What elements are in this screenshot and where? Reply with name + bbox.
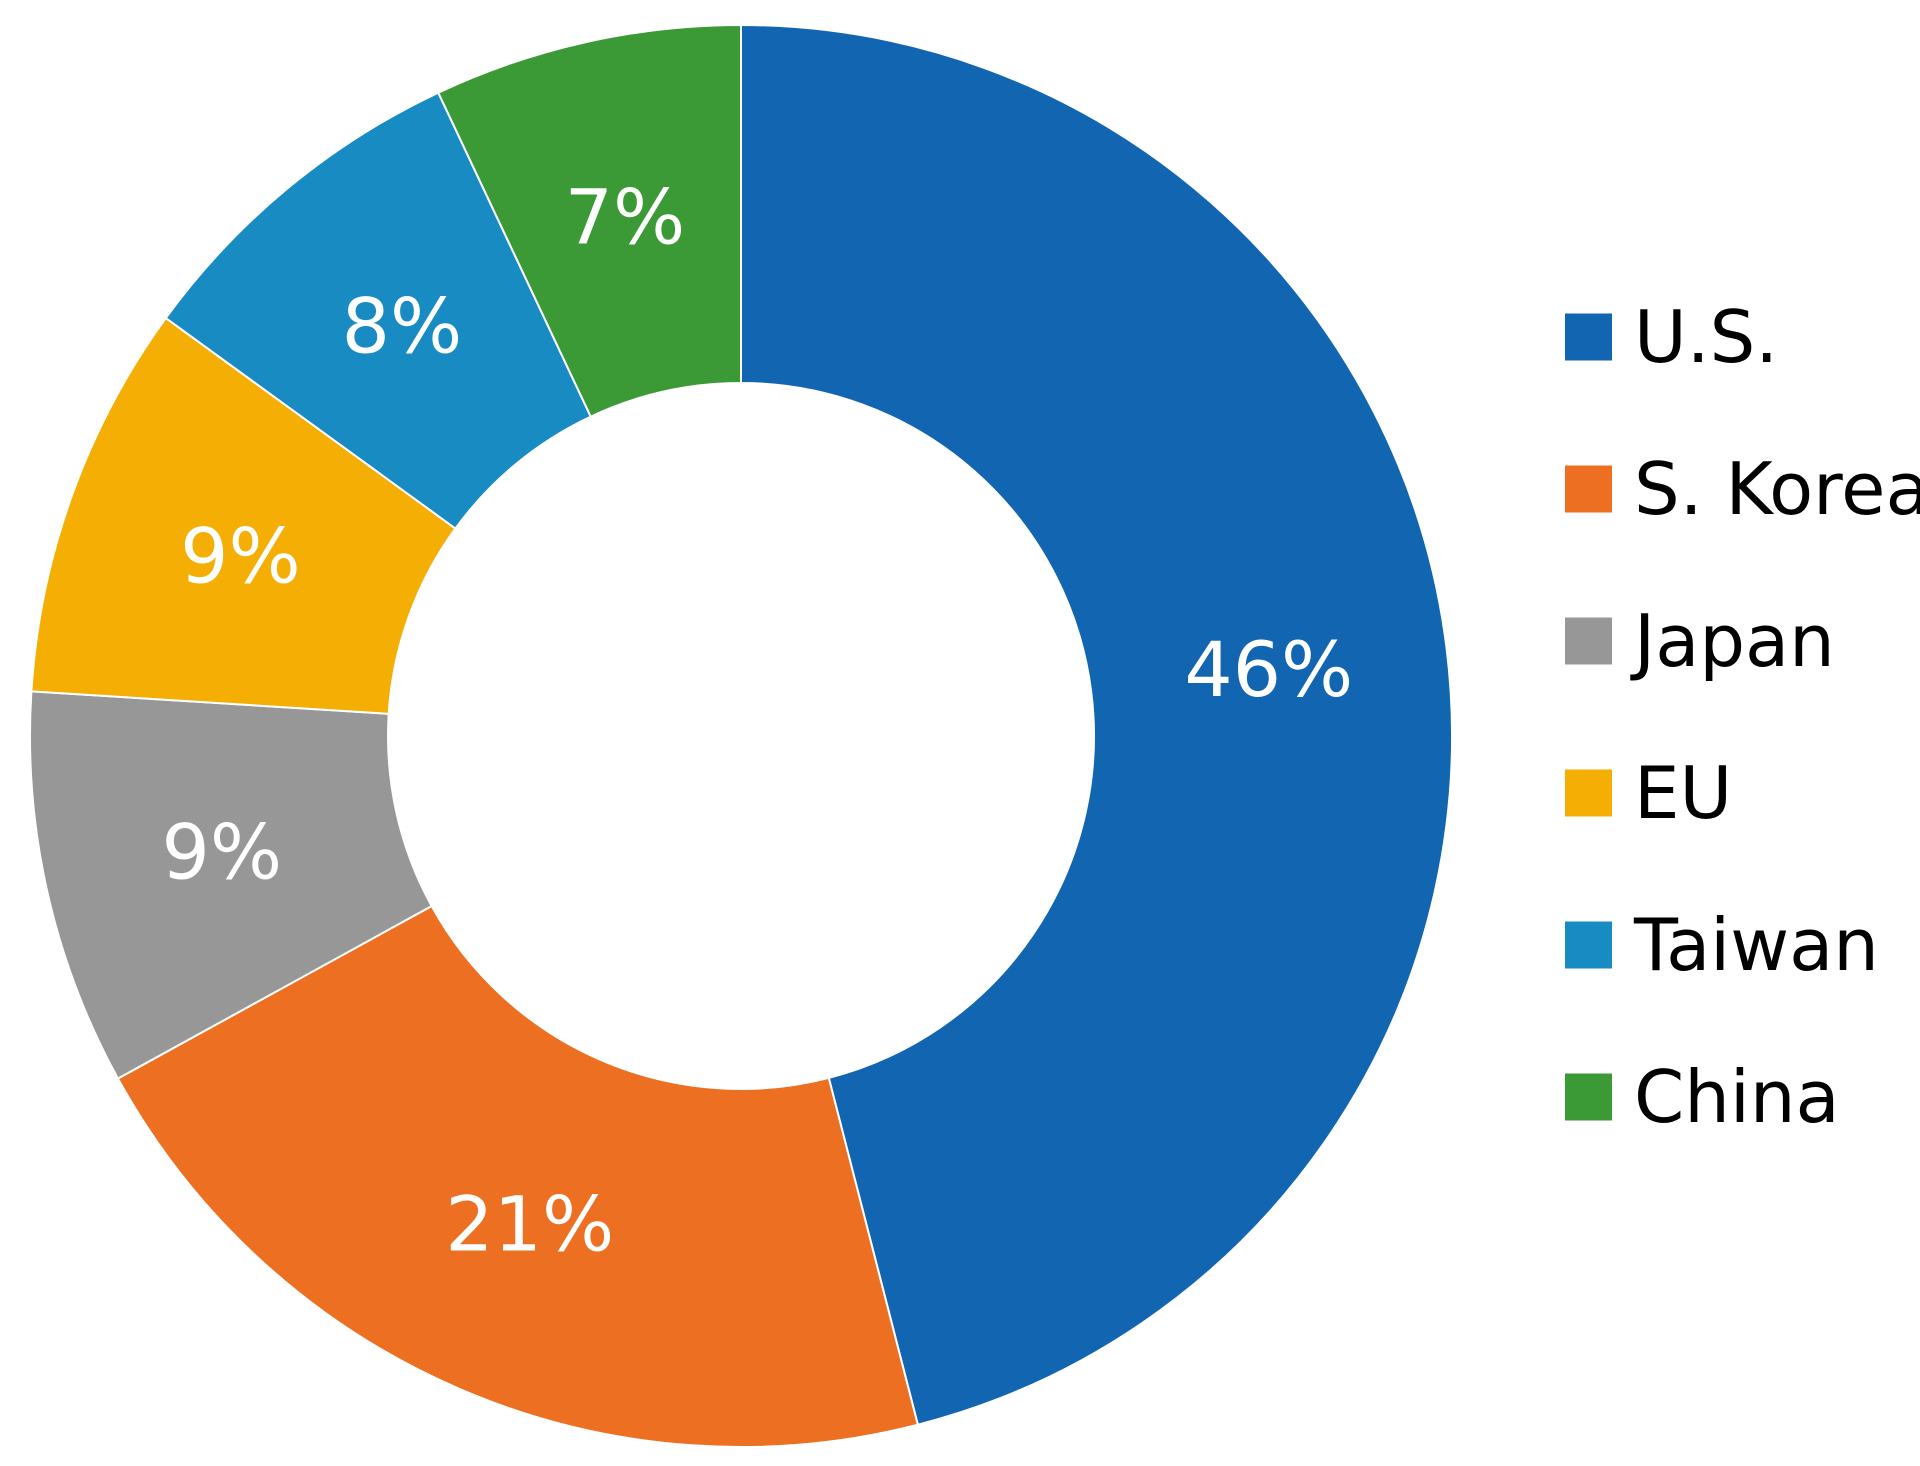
legend-label-china: China: [1634, 1055, 1840, 1139]
legend-item-china: China: [1565, 1055, 1840, 1139]
legend-item-taiwan: Taiwan: [1565, 903, 1879, 987]
legend-label-taiwan: Taiwan: [1633, 903, 1879, 987]
slice-label-u-s: 46%: [1184, 625, 1353, 714]
legend-item-s-korea: S. Korea: [1565, 447, 1920, 531]
legend: U.S. S. Korea Japan EU Taiwan China: [1565, 295, 1920, 1139]
slice-eu: [30, 316, 457, 715]
legend-label-japan: Japan: [1630, 599, 1835, 683]
slice-label-taiwan: 8%: [342, 282, 463, 371]
legend-item-eu: EU: [1565, 751, 1732, 835]
slice-japan: [29, 690, 434, 1080]
legend-swatch-eu: [1565, 769, 1612, 817]
legend-swatch-china: [1565, 1073, 1612, 1121]
legend-label-s-korea: S. Korea: [1634, 447, 1920, 531]
slice-label-japan: 9%: [162, 808, 283, 897]
slice-s-korea: [116, 904, 920, 1448]
legend-label-eu: EU: [1634, 751, 1732, 835]
donut-slices: [29, 23, 1453, 1448]
legend-item-japan: Japan: [1565, 599, 1835, 683]
slice-china: [436, 23, 742, 418]
legend-swatch-japan: [1565, 617, 1612, 665]
slice-label-s-korea: 21%: [445, 1180, 614, 1269]
legend-swatch-s-korea: [1565, 465, 1612, 513]
legend-label-u-s: U.S.: [1634, 295, 1778, 379]
slice-taiwan: [164, 91, 593, 530]
legend-swatch-taiwan: [1565, 921, 1612, 969]
legend-swatch-u-s: [1565, 313, 1612, 361]
slice-labels: 46% 21% 9% 9% 8% 7%: [162, 172, 1354, 1268]
slice-label-eu: 9%: [180, 511, 301, 600]
slice-label-china: 7%: [565, 172, 686, 261]
legend-item-u-s: U.S.: [1565, 295, 1778, 379]
slice-u-s: [740, 23, 1453, 1426]
